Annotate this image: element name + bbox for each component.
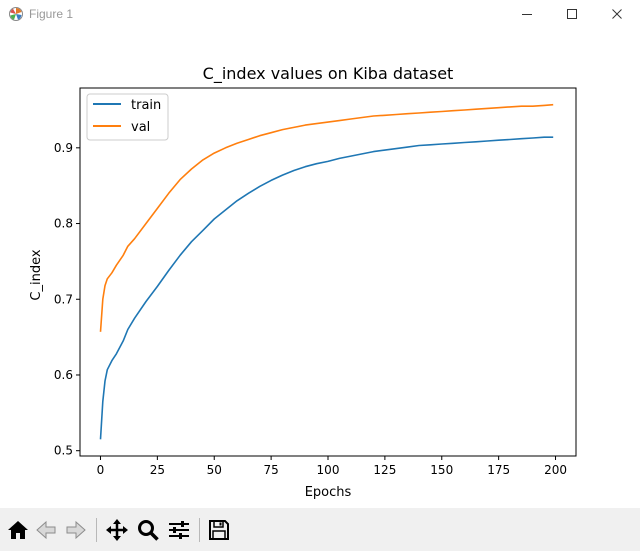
x-tick-label: 75 xyxy=(263,463,278,477)
navigation-toolbar xyxy=(0,508,640,551)
axis-ticks: 0 25 50 75 100 125 150 175 200 0.5 0.6 0.7 0.8 0.9 xyxy=(54,141,567,477)
close-icon xyxy=(612,9,622,19)
y-tick-label: 0.5 xyxy=(54,444,73,458)
legend-box xyxy=(86,93,169,141)
x-tick-label: 100 xyxy=(317,463,340,477)
x-tick-label: 25 xyxy=(150,463,165,477)
maximize-button[interactable] xyxy=(549,0,595,28)
matplotlib-icon xyxy=(9,7,23,21)
axes-frame xyxy=(79,87,577,457)
home-icon xyxy=(8,521,28,539)
series-lines xyxy=(99,103,554,440)
sliders-icon xyxy=(169,521,189,539)
minimize-icon xyxy=(522,14,532,15)
x-axis-label: Epochs xyxy=(305,485,352,500)
window-title: Figure 1 xyxy=(29,7,74,21)
y-tick-label: 0.8 xyxy=(54,217,73,231)
y-tick-label: 0.6 xyxy=(54,368,73,382)
x-tick-label: 200 xyxy=(544,463,567,477)
toolbar-separator xyxy=(96,518,97,542)
move-icon xyxy=(106,519,128,541)
maximize-icon xyxy=(567,9,577,19)
toolbar-separator xyxy=(199,518,200,542)
x-tick-label: 125 xyxy=(373,463,396,477)
line-chart: C_index values on Kiba dataset Epochs C_… xyxy=(29,64,577,500)
chart-legend: train val xyxy=(86,93,169,141)
minimize-button[interactable] xyxy=(504,0,550,28)
legend-label-train: train xyxy=(131,98,161,113)
window-titlebar: Figure 1 xyxy=(0,0,640,30)
pan-button[interactable] xyxy=(103,516,131,544)
chart-title: C_index values on Kiba dataset xyxy=(203,64,454,84)
forward-button[interactable] xyxy=(62,516,90,544)
legend-label-val: val xyxy=(131,120,150,135)
configure-subplots-button[interactable] xyxy=(165,516,193,544)
back-button[interactable] xyxy=(32,516,60,544)
y-tick-label: 0.7 xyxy=(54,292,73,306)
arrow-right-icon xyxy=(66,520,86,540)
home-button[interactable] xyxy=(4,516,32,544)
x-tick-label: 50 xyxy=(207,463,222,477)
x-tick-label: 0 xyxy=(97,463,105,477)
x-tick-label: 150 xyxy=(430,463,453,477)
save-button[interactable] xyxy=(205,516,233,544)
x-tick-label: 175 xyxy=(487,463,510,477)
zoom-button[interactable] xyxy=(134,516,162,544)
magnifier-icon xyxy=(138,520,159,541)
y-tick-label: 0.9 xyxy=(54,141,73,155)
arrow-left-icon xyxy=(36,520,56,540)
floppy-disk-icon xyxy=(209,520,229,540)
series-line-val xyxy=(99,103,554,332)
series-line-train xyxy=(99,136,554,440)
y-axis-label: C_index xyxy=(29,249,44,300)
close-button[interactable] xyxy=(594,0,640,28)
figure-canvas[interactable]: C_index values on Kiba dataset Epochs C_… xyxy=(0,30,640,508)
